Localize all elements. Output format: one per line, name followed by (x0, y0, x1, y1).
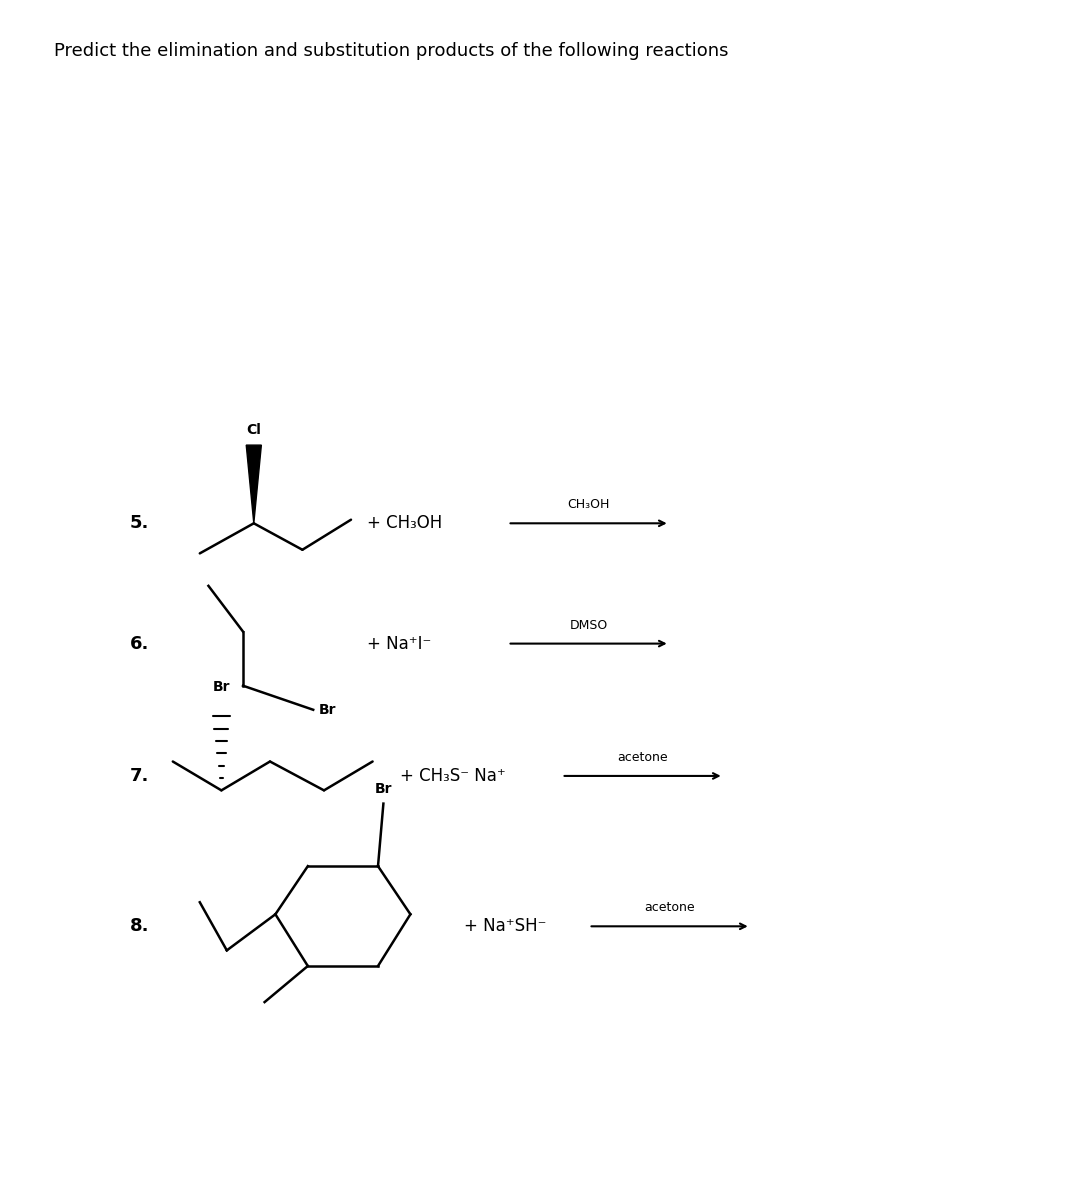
Text: Br: Br (213, 680, 230, 694)
Text: Br: Br (319, 703, 336, 717)
Text: + Na⁺I⁻: + Na⁺I⁻ (367, 635, 431, 652)
Text: acetone: acetone (645, 901, 694, 914)
Polygon shape (246, 445, 261, 523)
Text: DMSO: DMSO (569, 618, 608, 632)
Text: Cl: Cl (246, 422, 261, 437)
Text: 8.: 8. (130, 918, 149, 935)
Text: 5.: 5. (130, 515, 149, 532)
Text: CH₃OH: CH₃OH (567, 498, 610, 511)
Text: + Na⁺SH⁻: + Na⁺SH⁻ (464, 918, 546, 935)
Text: 7.: 7. (130, 768, 149, 784)
Text: Br: Br (375, 782, 392, 796)
Text: acetone: acetone (618, 751, 667, 764)
Text: 6.: 6. (130, 635, 149, 652)
Text: + CH₃OH: + CH₃OH (367, 515, 443, 532)
Text: Predict the elimination and substitution products of the following reactions: Predict the elimination and substitution… (54, 42, 729, 60)
Text: + CH₃S⁻ Na⁺: + CH₃S⁻ Na⁺ (400, 768, 505, 784)
